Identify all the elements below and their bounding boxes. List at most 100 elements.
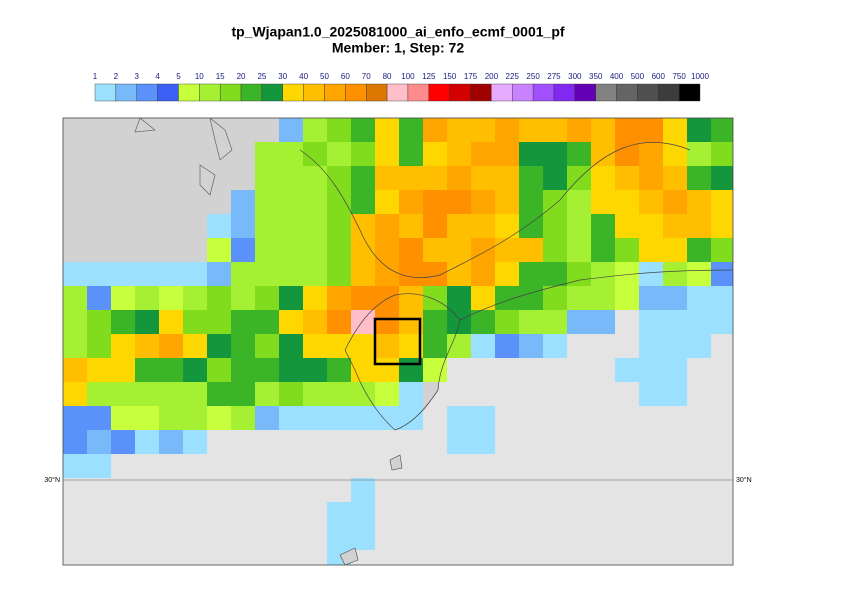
precip-cell: [159, 310, 183, 334]
precip-cell: [375, 190, 399, 214]
precip-cell: [543, 190, 567, 214]
precip-cell: [111, 310, 135, 334]
precip-cell: [447, 214, 471, 238]
precip-cell: [543, 262, 567, 286]
precip-cell: [159, 430, 183, 454]
precip-cell: [471, 238, 495, 262]
precip-cell: [375, 406, 399, 430]
colorbar-swatch: [574, 83, 596, 102]
precip-cell: [687, 238, 711, 262]
precip-cell: [615, 358, 639, 382]
precip-cell: [711, 286, 733, 310]
precip-cell: [423, 190, 447, 214]
precip-cell: [663, 310, 687, 334]
precip-cell: [327, 238, 351, 262]
precip-cell: [615, 238, 639, 262]
colorbar-label: 275: [547, 72, 561, 81]
precip-cell: [447, 190, 471, 214]
colorbar-swatch: [553, 83, 576, 102]
precip-cell: [711, 190, 733, 214]
precip-cell: [63, 406, 87, 430]
precip-cell: [399, 214, 423, 238]
colorbar-label: 5: [176, 72, 181, 81]
precip-cell: [351, 358, 375, 382]
colorbar-swatch: [115, 83, 137, 102]
precip-cell: [711, 310, 733, 334]
precip-cell: [711, 214, 733, 238]
land: [134, 118, 233, 196]
precip-cell: [663, 190, 687, 214]
precip-cell: [423, 238, 447, 262]
precip-cell: [447, 142, 471, 166]
precip-cell: [471, 310, 495, 334]
colorbar-label: 70: [362, 72, 371, 81]
precip-cell: [111, 358, 135, 382]
precip-cell: [135, 358, 159, 382]
precip-cell: [231, 310, 255, 334]
precip-cell: [183, 430, 207, 454]
precip-cell: [447, 166, 471, 190]
precip-cell: [543, 214, 567, 238]
precip-cell: [375, 214, 399, 238]
precip-cell: [63, 262, 87, 286]
title: tp_Wjapan1.0_2025081000_ai_enfo_ecmf_000…: [231, 24, 564, 40]
precip-cell: [567, 118, 591, 142]
precip-cell: [351, 166, 375, 190]
colorbar-swatch: [678, 83, 701, 102]
colorbar-label: 1000: [691, 72, 709, 81]
precip-cell: [207, 334, 231, 358]
precip-cell: [375, 262, 399, 286]
precip-cell: [231, 382, 255, 406]
precip-cell: [591, 286, 615, 310]
colorbar-label: 750: [672, 72, 686, 81]
precip-cell: [87, 334, 111, 358]
colorbar-swatch: [240, 83, 263, 102]
precip-cell: [327, 502, 351, 526]
precip-cell: [207, 262, 231, 286]
precip-cell: [351, 262, 375, 286]
precip-cell: [423, 334, 447, 358]
precip-cell: [375, 286, 399, 310]
precip-cell: [687, 286, 711, 310]
precip-cell: [639, 358, 663, 382]
precip-cell: [87, 430, 111, 454]
precip-cell: [255, 406, 279, 430]
precip-cell: [351, 526, 375, 550]
precip-cell: [303, 310, 327, 334]
precip-cell: [399, 286, 423, 310]
precip-cell: [351, 286, 375, 310]
precip-cell: [663, 166, 687, 190]
precip-cell: [495, 190, 519, 214]
colorbar-swatch: [303, 83, 325, 102]
precip-cell: [303, 190, 327, 214]
colorbar-label: 125: [422, 72, 436, 81]
precip-cell: [351, 478, 375, 502]
precip-cell: [351, 334, 375, 358]
precip-cell: [567, 286, 591, 310]
precip-cell: [471, 214, 495, 238]
colorbar-label: 225: [506, 72, 520, 81]
colorbar-label: 150: [443, 72, 457, 81]
map-frame: [62, 117, 734, 566]
precip-cell: [327, 406, 351, 430]
colorbar-label: 4: [155, 72, 160, 81]
colorbar-label: 2: [114, 72, 119, 81]
colorbar-swatch: [199, 83, 221, 102]
precip-cell: [567, 142, 591, 166]
colorbar-label: 50: [320, 72, 329, 81]
precip-cell: [231, 406, 255, 430]
precip-cell: [135, 286, 159, 310]
precip-cell: [231, 286, 255, 310]
precip-cell: [207, 286, 231, 310]
precip-cell: [375, 310, 399, 334]
precip-cell: [471, 430, 495, 454]
precip-cell: [711, 142, 733, 166]
precip-cell: [327, 142, 351, 166]
precip-cell: [135, 310, 159, 334]
colorbar-swatch: [407, 83, 429, 102]
precip-cell: [327, 382, 351, 406]
precip-cell: [279, 334, 303, 358]
precip-cell: [159, 382, 183, 406]
colorbar-label: 100: [401, 72, 415, 81]
